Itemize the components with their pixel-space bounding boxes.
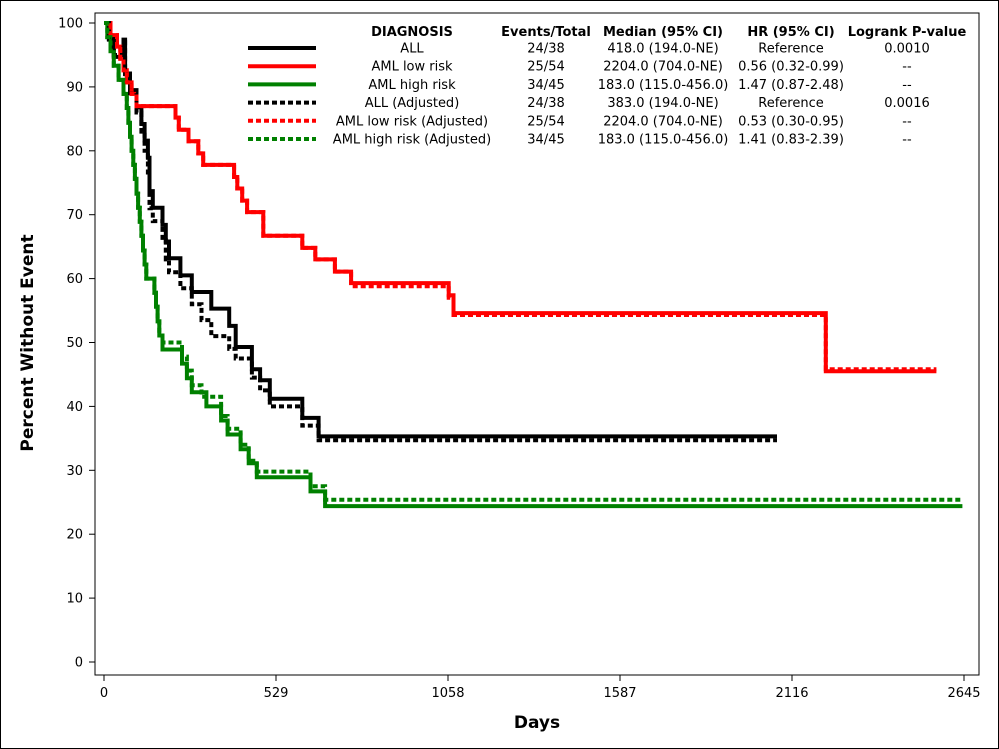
y-tick-label: 40 [66, 400, 83, 415]
legend-cell-hr: 1.41 (0.83-2.39) [738, 133, 844, 148]
legend-cell-p: 0.0010 [884, 42, 930, 57]
legend-header: Events/Total [501, 25, 591, 40]
y-tick-label: 10 [66, 592, 83, 607]
series-line-aml-high-risk-adjusted [104, 21, 963, 502]
legend-cell-name: ALL (Adjusted) [365, 96, 460, 111]
legend-cell-p: -- [902, 78, 912, 93]
legend-cell-hr: 1.47 (0.87-2.48) [738, 78, 844, 93]
legend-cell-median: 2204.0 (704.0-NE) [603, 60, 723, 75]
legend-cell-median: 183.0 (115.0-456.0) [598, 78, 729, 93]
legend-cell-events: 34/45 [527, 78, 564, 93]
legend-header: DIAGNOSIS [371, 25, 453, 40]
x-axis-title: Days [514, 713, 560, 733]
y-axis-title: Percent Without Event [18, 234, 38, 451]
x-tick-label: 0 [100, 686, 108, 701]
y-tick-label: 50 [66, 336, 83, 351]
legend-cell-events: 24/38 [527, 42, 564, 57]
legend-cell-name: ALL [400, 42, 424, 57]
legend-header: Median (95% CI) [603, 25, 723, 40]
y-tick-label: 90 [66, 80, 83, 95]
series-line-aml-low-risk-adjusted [104, 21, 937, 372]
legend-header: Logrank P-value [848, 25, 967, 40]
legend-cell-p: -- [902, 60, 912, 75]
y-axis: 0 10 20 30 40 50 60 70 80 90 100 [58, 17, 95, 671]
legend-cell-name: AML high risk (Adjusted) [333, 133, 491, 148]
x-tick-label: 2116 [775, 686, 808, 701]
legend-cell-median: 183.0 (115.0-456.0) [598, 133, 729, 148]
legend-cell-name: AML low risk [371, 60, 453, 75]
legend-cell-name: AML high risk [368, 78, 456, 93]
y-tick-label: 20 [66, 528, 83, 543]
legend-cell-events: 24/38 [527, 96, 564, 111]
legend-cell-median: 383.0 (194.0-NE) [607, 96, 718, 111]
x-tick-label: 529 [264, 686, 289, 701]
legend-cell-hr: 0.53 (0.30-0.95) [738, 114, 844, 129]
legend-cell-hr: 0.56 (0.32-0.99) [738, 60, 844, 75]
plot-area [94, 12, 980, 676]
legend-cell-events: 34/45 [527, 133, 564, 148]
x-tick-label: 1587 [603, 686, 636, 701]
y-tick-label: 100 [58, 17, 83, 32]
legend-cell-p: -- [902, 114, 912, 129]
legend-cell-median: 418.0 (194.0-NE) [607, 42, 718, 57]
legend-cell-hr: Reference [758, 96, 823, 111]
legend-cell-name: AML low risk (Adjusted) [336, 114, 488, 129]
y-tick-label: 30 [66, 464, 83, 479]
legend-cell-events: 25/54 [527, 114, 564, 129]
legend-cell-p: -- [902, 133, 912, 148]
x-axis: 0 529 1058 1587 2116 2645 [100, 675, 981, 701]
legend-cell-median: 2204.0 (704.0-NE) [603, 114, 723, 129]
x-tick-label: 2645 [947, 686, 980, 701]
x-tick-label: 1058 [431, 686, 464, 701]
y-tick-label: 80 [66, 144, 83, 159]
legend: DIAGNOSIS Events/Total Median (95% CI) HR (… [248, 25, 966, 148]
legend-cell-hr: Reference [758, 42, 823, 57]
y-tick-label: 60 [66, 272, 83, 287]
legend-header: HR (95% CI) [747, 25, 834, 40]
legend-cell-p: 0.0016 [884, 96, 930, 111]
y-tick-label: 70 [66, 208, 83, 223]
y-tick-label: 0 [75, 656, 83, 671]
series-layer [104, 21, 963, 509]
legend-cell-events: 25/54 [527, 60, 564, 75]
